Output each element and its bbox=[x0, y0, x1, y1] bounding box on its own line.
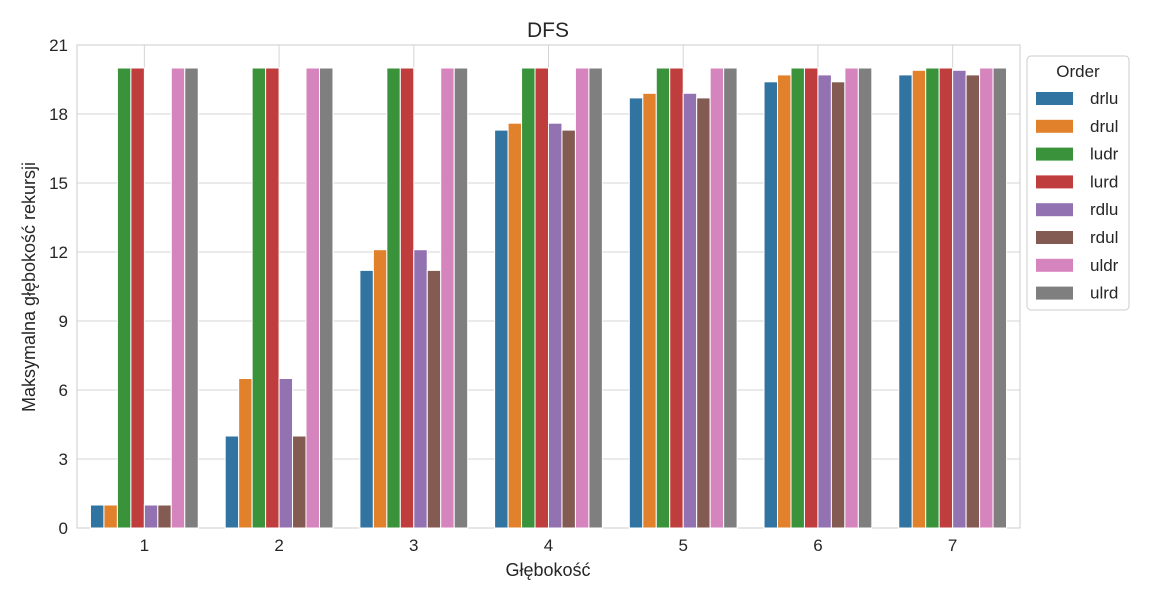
legend-label-uldr: uldr bbox=[1090, 256, 1119, 275]
bar-lurd-6 bbox=[803, 67, 819, 529]
bar-uldr-1 bbox=[170, 67, 186, 529]
bar-rdul-3 bbox=[426, 269, 442, 529]
bar-drlu-6 bbox=[763, 81, 779, 529]
bar-drlu-7 bbox=[898, 74, 913, 529]
y-tick-label: 6 bbox=[59, 381, 68, 400]
legend-label-ulrd: ulrd bbox=[1090, 284, 1118, 303]
legend-swatch-lurd bbox=[1036, 175, 1073, 189]
bar-ludr-4 bbox=[521, 67, 536, 529]
x-tick-label: 5 bbox=[678, 536, 687, 555]
bar-ulrd-5 bbox=[723, 67, 738, 529]
y-tick-label: 18 bbox=[49, 105, 68, 124]
bar-drul-3 bbox=[372, 249, 388, 529]
bar-rdlu-2 bbox=[278, 378, 294, 529]
bar-drul-2 bbox=[238, 378, 253, 529]
bar-rdlu-7 bbox=[952, 69, 967, 529]
y-tick-label: 15 bbox=[49, 174, 68, 193]
bar-lurd-3 bbox=[399, 67, 415, 529]
bar-rdul-4 bbox=[561, 129, 576, 529]
bar-drlu-2 bbox=[224, 435, 240, 529]
bar-drlu-1 bbox=[89, 504, 105, 529]
bars bbox=[89, 67, 1008, 529]
y-tick-label: 21 bbox=[49, 36, 68, 55]
legend-label-drlu: drlu bbox=[1090, 89, 1118, 108]
bar-drlu-3 bbox=[359, 269, 374, 529]
bar-ulrd-3 bbox=[453, 67, 469, 529]
bar-rdlu-3 bbox=[413, 249, 428, 529]
bar-rdul-6 bbox=[830, 81, 846, 529]
bar-ulrd-6 bbox=[857, 67, 873, 529]
y-tick-label: 3 bbox=[59, 450, 68, 469]
bar-ulrd-7 bbox=[992, 67, 1008, 529]
bar-ulrd-1 bbox=[184, 67, 199, 529]
bar-rdlu-6 bbox=[817, 74, 832, 529]
bar-lurd-5 bbox=[669, 67, 684, 529]
bar-ludr-7 bbox=[925, 67, 940, 529]
x-tick-label: 6 bbox=[813, 536, 822, 555]
bar-ulrd-4 bbox=[588, 67, 603, 529]
bar-lurd-4 bbox=[534, 67, 550, 529]
bar-uldr-5 bbox=[709, 67, 725, 529]
x-tick-label: 2 bbox=[274, 536, 283, 555]
y-axis-title: Maksymalna głębokość rekursji bbox=[19, 162, 39, 412]
legend: Order drlu drul ludr lurd rdlu rdul uldr ulrd bbox=[1026, 55, 1130, 311]
x-axis-title: Głębokość bbox=[505, 560, 590, 580]
y-tick-label: 9 bbox=[59, 312, 68, 331]
legend-swatch-ulrd bbox=[1036, 286, 1073, 300]
legend-label-lurd: lurd bbox=[1090, 172, 1118, 191]
bar-ludr-5 bbox=[655, 67, 671, 529]
bar-ludr-6 bbox=[790, 67, 805, 529]
bar-ludr-1 bbox=[116, 67, 132, 529]
legend-label-drul: drul bbox=[1090, 117, 1118, 136]
x-tick-label: 7 bbox=[948, 536, 957, 555]
legend-label-rdlu: rdlu bbox=[1090, 200, 1118, 219]
bar-ludr-3 bbox=[386, 67, 401, 529]
bar-lurd-1 bbox=[130, 67, 145, 529]
bar-lurd-7 bbox=[938, 67, 954, 529]
bar-drlu-5 bbox=[628, 97, 644, 529]
bar-drul-7 bbox=[911, 69, 927, 529]
bar-uldr-7 bbox=[979, 67, 994, 529]
legend-items: drlu drul ludr lurd rdlu rdul uldr ulrd bbox=[1036, 89, 1119, 303]
bar-uldr-2 bbox=[305, 67, 320, 529]
bar-rdlu-1 bbox=[143, 504, 159, 529]
bar-uldr-6 bbox=[844, 67, 859, 529]
bar-rdlu-5 bbox=[682, 92, 698, 529]
bar-drul-1 bbox=[103, 504, 118, 529]
legend-swatch-drlu bbox=[1036, 92, 1073, 105]
bar-rdlu-4 bbox=[548, 122, 563, 529]
bar-ulrd-2 bbox=[318, 67, 334, 529]
bar-drul-6 bbox=[777, 74, 792, 529]
chart-title: DFS bbox=[527, 19, 569, 42]
legend-label-ludr: ludr bbox=[1090, 145, 1119, 164]
bar-rdul-2 bbox=[292, 435, 307, 529]
bar-rdul-5 bbox=[696, 97, 711, 529]
legend-title: Order bbox=[1056, 62, 1100, 81]
legend-label-rdul: rdul bbox=[1090, 228, 1118, 247]
bar-ludr-2 bbox=[251, 67, 267, 529]
bar-rdul-7 bbox=[965, 74, 981, 529]
y-tick-label: 12 bbox=[49, 243, 68, 262]
x-tick-label: 1 bbox=[140, 536, 149, 555]
legend-swatch-rdlu bbox=[1036, 203, 1073, 217]
bar-drlu-4 bbox=[494, 129, 509, 529]
legend-swatch-drul bbox=[1036, 119, 1073, 133]
bar-lurd-2 bbox=[265, 67, 280, 529]
bar-drul-4 bbox=[507, 122, 523, 529]
x-tick-label: 3 bbox=[409, 536, 418, 555]
bar-drul-5 bbox=[642, 92, 657, 529]
legend-swatch-uldr bbox=[1036, 258, 1073, 272]
bar-uldr-4 bbox=[574, 67, 590, 529]
legend-swatch-rdul bbox=[1036, 231, 1073, 244]
legend-swatch-ludr bbox=[1036, 147, 1073, 161]
bar-uldr-3 bbox=[440, 67, 455, 529]
legend-frame bbox=[1026, 55, 1130, 311]
x-tick-label: 4 bbox=[544, 536, 553, 555]
bar-rdul-1 bbox=[157, 504, 172, 529]
y-tick-label: 0 bbox=[59, 519, 68, 538]
